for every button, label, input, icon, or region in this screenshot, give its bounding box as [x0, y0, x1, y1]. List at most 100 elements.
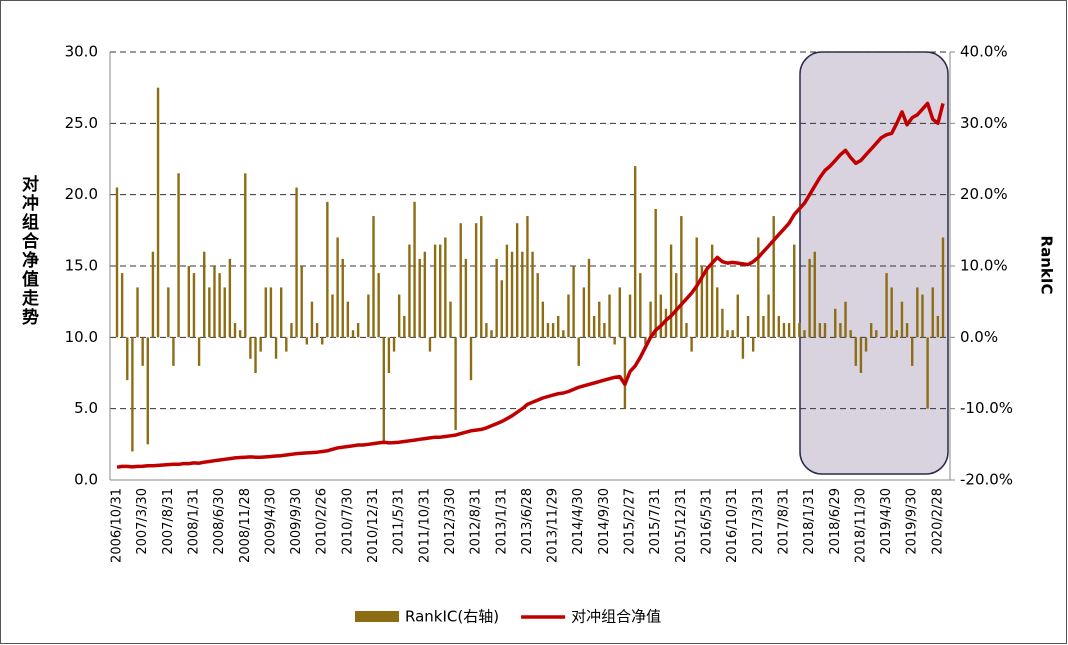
bar: [551, 323, 555, 338]
bar: [905, 323, 909, 338]
bar: [336, 237, 339, 338]
bar: [233, 323, 237, 338]
bar: [172, 337, 175, 366]
bar: [459, 223, 462, 338]
x-tick-label: 2015/12/31: [674, 488, 689, 563]
bar: [834, 308, 837, 338]
x-tick-label: 2017/3/31: [751, 488, 766, 555]
bar: [269, 287, 273, 338]
x-tick-label: 2008/11/28: [238, 488, 253, 563]
bar: [603, 323, 606, 338]
bar: [392, 337, 396, 352]
bar: [700, 266, 704, 338]
y2-axis-title: RankIC: [1038, 236, 1056, 295]
bar: [900, 301, 904, 338]
bar: [464, 258, 468, 338]
bar: [387, 337, 391, 373]
bar: [839, 323, 842, 338]
bar: [505, 244, 509, 338]
bar: [721, 308, 724, 338]
x-tick-label: 2014/4/30: [571, 488, 586, 555]
y2-tick-label: -10.0%: [960, 399, 1013, 417]
bar: [397, 294, 401, 338]
x-tick-label: 2010/12/31: [366, 488, 381, 563]
bar: [798, 323, 801, 338]
bar: [767, 294, 770, 338]
bar: [613, 337, 616, 345]
bar: [849, 330, 852, 338]
bar: [274, 337, 278, 359]
x-tick-label: 2012/3/30: [443, 488, 458, 555]
bar: [618, 287, 621, 338]
bar: [911, 337, 914, 366]
bar: [854, 337, 857, 366]
bar: [285, 337, 288, 352]
bar: [315, 323, 319, 338]
bar: [264, 287, 267, 338]
bar: [218, 273, 221, 338]
bar: [572, 266, 575, 338]
bar: [921, 294, 924, 338]
bar: [167, 287, 170, 338]
bar: [367, 294, 370, 338]
bar: [382, 337, 385, 445]
bar: [644, 337, 647, 345]
bar: [875, 330, 878, 338]
y2-tick-label: -20.0%: [960, 471, 1013, 489]
bar: [762, 315, 765, 338]
y2-tick-label: 40.0%: [960, 43, 1008, 61]
x-tick-label: 2010/7/30: [340, 488, 355, 555]
bar: [372, 216, 375, 338]
y2-tick-label: 20.0%: [960, 185, 1008, 203]
bar: [208, 287, 211, 338]
bar: [341, 258, 344, 338]
bar: [654, 208, 657, 338]
bar: [623, 337, 627, 409]
bar: [772, 216, 775, 338]
bar: [428, 337, 432, 352]
bar: [736, 294, 739, 338]
bar: [705, 266, 709, 338]
bar: [192, 273, 196, 338]
bar: [115, 187, 119, 338]
y-tick-label: 15.0: [65, 257, 98, 275]
bar: [433, 244, 437, 338]
bar: [254, 337, 257, 373]
y-tick-label: 5.0: [74, 399, 98, 417]
x-tick-label: 2013/11/29: [546, 488, 561, 563]
bar: [413, 201, 416, 338]
x-tick-label: 2008/1/31: [186, 488, 201, 555]
bar: [823, 323, 827, 338]
x-tick-label: 2015/2/27: [623, 488, 638, 555]
bar: [290, 323, 293, 338]
bar: [751, 337, 755, 352]
bar: [633, 166, 637, 338]
x-tick-label: 2019/9/30: [905, 488, 920, 555]
x-tick-label: 2009/9/30: [289, 488, 304, 555]
bar: [403, 315, 406, 338]
bar: [869, 323, 873, 338]
bar: [423, 251, 427, 338]
bar: [787, 323, 791, 338]
bar: [931, 287, 934, 338]
x-tick-label: 2017/8/31: [776, 488, 791, 555]
bar: [187, 266, 191, 338]
bar: [890, 287, 893, 338]
bar: [859, 337, 863, 373]
bar: [782, 323, 786, 338]
line: [116, 101, 945, 469]
bar: [279, 287, 283, 338]
y2-tick-label: 0.0%: [960, 328, 998, 346]
bar: [818, 323, 822, 338]
bar: [351, 330, 355, 338]
bar: [141, 337, 144, 366]
y-axis-title: 对冲组合净值走势: [18, 174, 39, 327]
bar: [203, 251, 206, 338]
y-tick-label: 30.0: [65, 43, 98, 61]
bar: [177, 173, 180, 338]
bar: [377, 273, 380, 338]
bar: [567, 294, 570, 338]
bar: [916, 287, 919, 338]
bar: [326, 201, 329, 338]
